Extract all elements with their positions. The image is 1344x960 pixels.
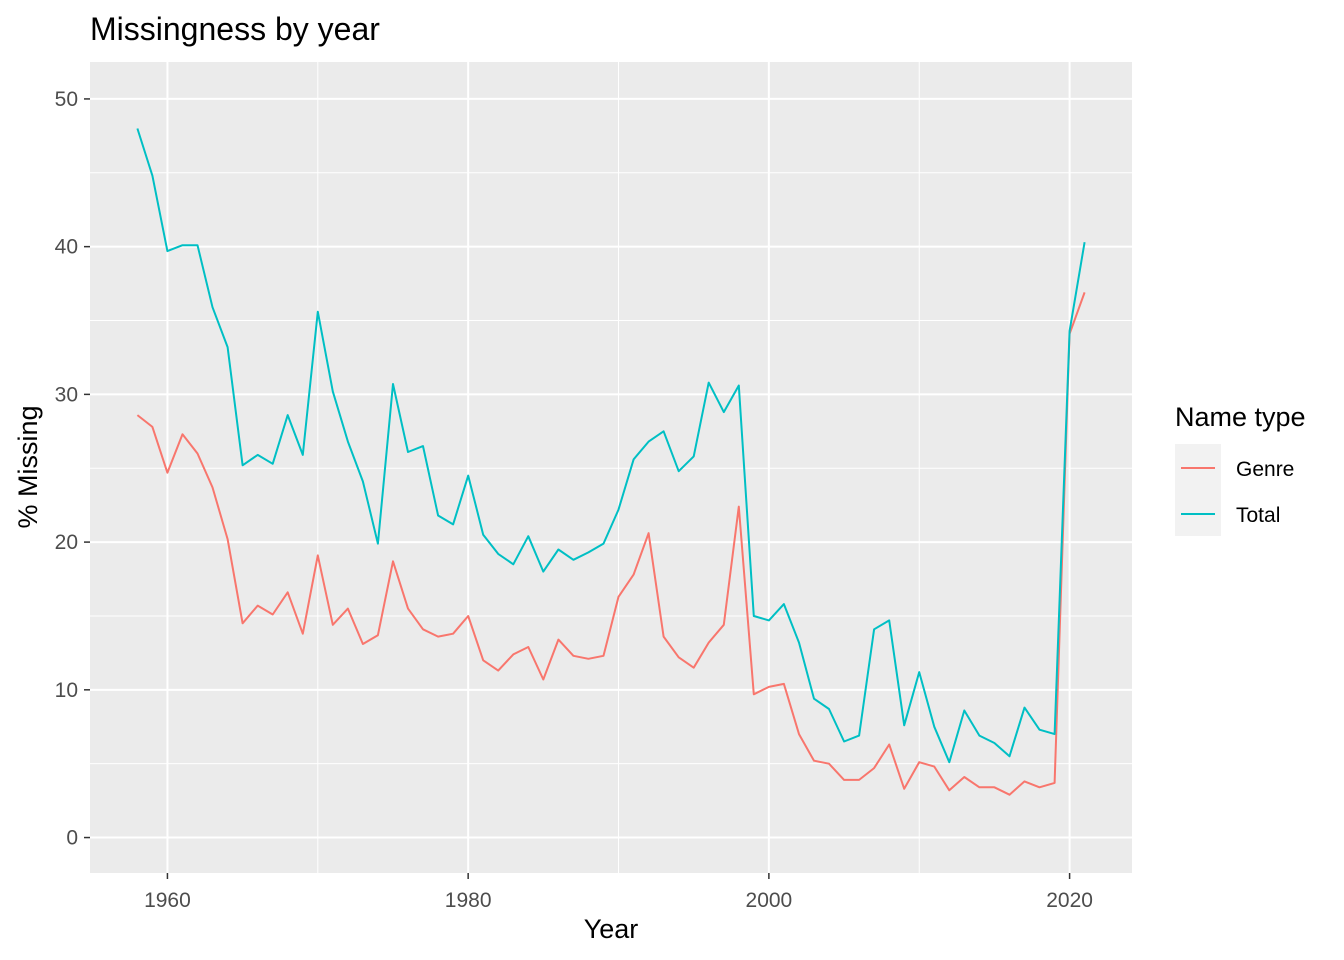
series-line-total	[136, 128, 1086, 764]
grid-minor	[90, 62, 1132, 873]
y-tick-label: 20	[55, 531, 78, 554]
x-tick-label: 2000	[746, 889, 793, 912]
series-line-genre	[136, 292, 1086, 796]
x-axis: 1960 1980 2000 2020	[144, 873, 1093, 912]
legend-key-background	[1175, 444, 1221, 536]
y-tick-label: 10	[55, 679, 78, 702]
x-tick-label: 1980	[445, 889, 492, 912]
plot-panel	[90, 62, 1132, 873]
x-tick-label: 1960	[144, 889, 191, 912]
legend: Name type Genre Total	[1175, 402, 1306, 536]
legend-label-genre: Genre	[1236, 458, 1294, 481]
series-lines	[136, 128, 1086, 796]
x-axis-title: Year	[584, 914, 639, 944]
legend-title: Name type	[1175, 402, 1306, 432]
y-tick-label: 0	[66, 827, 78, 850]
y-axis-title: % Missing	[13, 405, 43, 528]
y-tick-label: 40	[55, 236, 78, 259]
x-tick-label: 2020	[1046, 889, 1093, 912]
grid-major	[90, 62, 1132, 873]
y-tick-label: 30	[55, 383, 78, 406]
y-tick-label: 50	[55, 88, 78, 111]
chart-title: Missingness by year	[90, 11, 380, 47]
legend-label-total: Total	[1236, 504, 1280, 527]
y-axis: 0 10 20 30 40 50	[55, 88, 90, 850]
